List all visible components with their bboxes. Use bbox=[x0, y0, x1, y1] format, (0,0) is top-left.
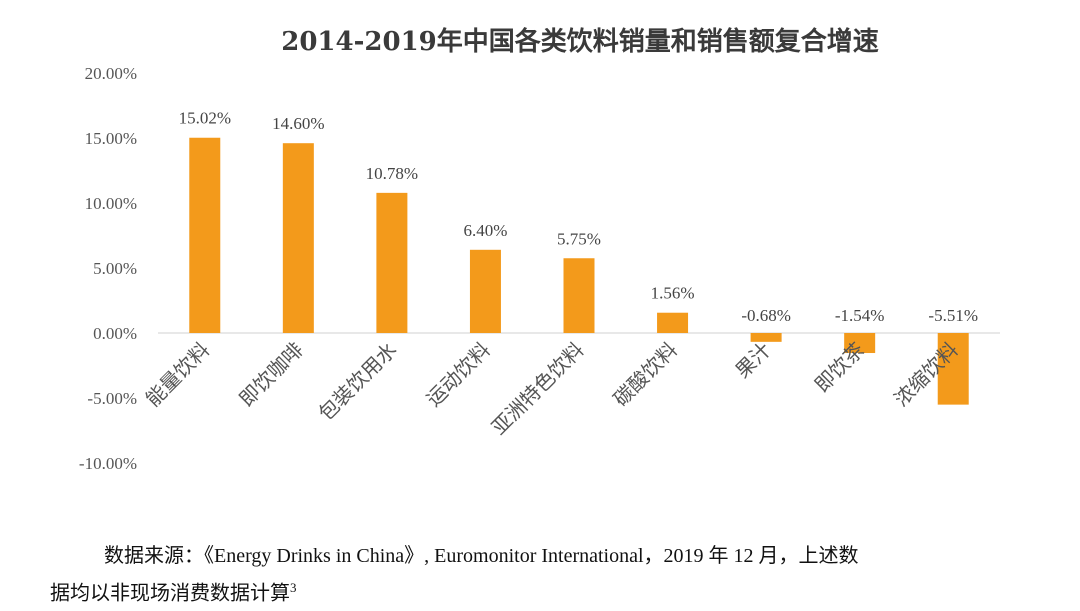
y-tick-label: -5.00% bbox=[87, 389, 137, 408]
source-note: 数据来源：《Energy Drinks in China》, Euromonit… bbox=[36, 540, 1056, 610]
data-label: 5.75% bbox=[557, 229, 601, 248]
y-tick-label: 0.00% bbox=[93, 324, 137, 343]
source-note-line2: 据均以非现场消费数据计算3 bbox=[36, 572, 1056, 610]
data-labels: 15.02% 14.60% 10.78% 6.40% 5.75% 1.56% -0.68% -… bbox=[179, 109, 978, 325]
x-category-label: 运动饮料 bbox=[421, 338, 495, 412]
footnote-mark: 3 bbox=[290, 580, 297, 595]
x-category-label: 碳酸饮料 bbox=[609, 338, 683, 412]
data-label: 10.78% bbox=[366, 164, 418, 183]
x-category-label: 果汁 bbox=[730, 338, 775, 383]
data-label: 1.56% bbox=[651, 284, 695, 303]
data-label: -1.54% bbox=[835, 306, 885, 325]
y-tick-label: 15.00% bbox=[85, 129, 137, 148]
x-category-label: 即饮茶 bbox=[810, 338, 869, 397]
data-label: -0.68% bbox=[741, 306, 791, 325]
x-category-label: 包装饮用水 bbox=[314, 338, 402, 426]
bar bbox=[750, 333, 782, 342]
data-label: 6.40% bbox=[463, 221, 507, 240]
bar bbox=[282, 143, 314, 333]
bar bbox=[657, 312, 689, 333]
bars bbox=[189, 137, 969, 405]
y-tick-label: 10.00% bbox=[85, 194, 137, 213]
bar bbox=[563, 258, 595, 333]
bar bbox=[189, 137, 221, 333]
source-note-line2-text: 据均以非现场消费数据计算 bbox=[50, 582, 290, 605]
bar bbox=[937, 333, 969, 405]
bar bbox=[469, 249, 501, 333]
x-category-label: 即饮咖啡 bbox=[234, 338, 308, 412]
data-label: -5.51% bbox=[928, 306, 978, 325]
chart-title: 2014-2019年中国各类饮料销量和销售额复合增速 bbox=[281, 26, 879, 57]
source-note-line1: 数据来源：《Energy Drinks in China》, Euromonit… bbox=[104, 545, 859, 567]
x-category-label: 亚洲特色饮料 bbox=[487, 338, 589, 440]
bar-chart: 2014-2019年中国各类饮料销量和销售额复合增速 20.00% 15.00% 1… bbox=[79, 26, 1000, 473]
y-tick-label: -10.00% bbox=[79, 454, 137, 473]
x-category-label: 能量饮料 bbox=[141, 338, 215, 412]
y-tick-label: 20.00% bbox=[85, 64, 137, 83]
chart-area: 2014-2019年中国各类饮料销量和销售额复合增速 20.00% 15.00% 1… bbox=[79, 26, 1000, 473]
bar bbox=[844, 333, 876, 354]
bar bbox=[376, 192, 408, 333]
data-label: 15.02% bbox=[179, 109, 231, 128]
y-tick-label: 5.00% bbox=[93, 259, 137, 278]
data-label: 14.60% bbox=[272, 114, 324, 133]
